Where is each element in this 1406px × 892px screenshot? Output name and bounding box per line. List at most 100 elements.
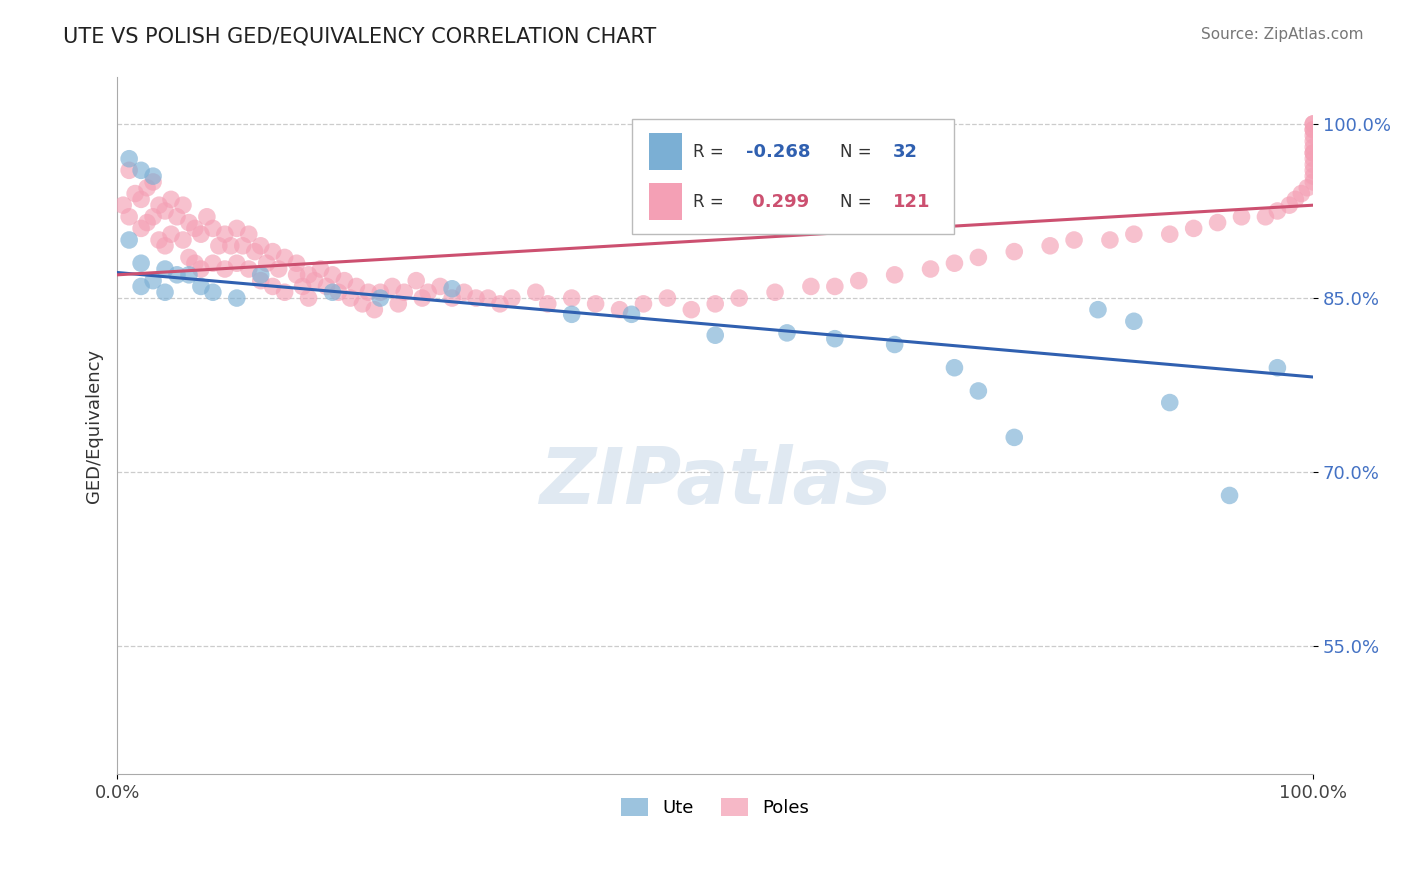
Text: 121: 121	[893, 193, 929, 211]
Point	[1039, 239, 1062, 253]
Point	[148, 198, 170, 212]
Point	[129, 221, 152, 235]
Point	[166, 268, 188, 282]
Point	[1302, 152, 1324, 166]
Point	[1206, 216, 1229, 230]
Point	[1002, 244, 1025, 259]
Point	[309, 262, 332, 277]
Point	[142, 274, 165, 288]
Point	[321, 268, 343, 282]
Point	[142, 210, 165, 224]
Point	[238, 262, 260, 277]
Point	[249, 268, 271, 282]
Point	[524, 285, 547, 300]
Point	[1267, 360, 1289, 375]
Legend: Ute, Poles: Ute, Poles	[614, 790, 817, 824]
Point	[214, 262, 236, 277]
Point	[967, 251, 990, 265]
Point	[489, 297, 512, 311]
Point	[225, 291, 247, 305]
Point	[214, 227, 236, 242]
Point	[394, 285, 416, 300]
Point	[1302, 122, 1324, 136]
Point	[315, 279, 337, 293]
Point	[112, 198, 135, 212]
Text: N =: N =	[839, 143, 876, 161]
Point	[585, 297, 607, 311]
Point	[238, 227, 260, 242]
Point	[142, 169, 165, 183]
Point	[232, 239, 254, 253]
Point	[411, 291, 433, 305]
Point	[1182, 221, 1205, 235]
Point	[142, 175, 165, 189]
Point	[129, 256, 152, 270]
Point	[177, 216, 200, 230]
Point	[184, 256, 207, 270]
Point	[352, 297, 374, 311]
Point	[225, 256, 247, 270]
Point	[453, 285, 475, 300]
Point	[681, 302, 703, 317]
Point	[477, 291, 499, 305]
Point	[1302, 134, 1324, 148]
Point	[763, 285, 786, 300]
Point	[657, 291, 679, 305]
Point	[201, 285, 224, 300]
Point	[304, 274, 326, 288]
Point	[249, 274, 271, 288]
Point	[1159, 227, 1181, 242]
FancyBboxPatch shape	[648, 183, 682, 220]
Point	[321, 285, 343, 300]
Point	[201, 221, 224, 235]
Point	[339, 291, 361, 305]
Point	[201, 256, 224, 270]
Point	[190, 262, 212, 277]
Text: ZIPatlas: ZIPatlas	[538, 443, 891, 519]
Text: -0.268: -0.268	[747, 143, 811, 161]
Point	[943, 360, 966, 375]
Point	[1122, 314, 1144, 328]
Point	[1302, 169, 1324, 183]
Point	[249, 239, 271, 253]
Text: 32: 32	[893, 143, 918, 161]
Point	[208, 239, 231, 253]
Point	[1302, 163, 1324, 178]
Text: Source: ZipAtlas.com: Source: ZipAtlas.com	[1201, 27, 1364, 42]
Point	[381, 279, 404, 293]
Point	[1278, 198, 1301, 212]
Point	[429, 279, 451, 293]
Point	[1002, 430, 1025, 444]
Point	[561, 307, 583, 321]
Point	[704, 297, 727, 311]
Point	[219, 239, 242, 253]
Point	[501, 291, 523, 305]
Point	[1302, 140, 1324, 154]
Point	[405, 274, 427, 288]
Point	[920, 262, 942, 277]
Point	[370, 285, 392, 300]
Text: N =: N =	[839, 193, 876, 211]
Point	[1302, 122, 1324, 136]
Point	[177, 251, 200, 265]
Point	[824, 279, 846, 293]
Point	[824, 332, 846, 346]
Point	[129, 279, 152, 293]
Point	[776, 326, 799, 340]
Point	[363, 302, 385, 317]
Point	[883, 337, 905, 351]
Text: R =: R =	[693, 143, 730, 161]
Point	[273, 251, 295, 265]
Point	[357, 285, 380, 300]
Point	[256, 256, 278, 270]
Point	[1302, 128, 1324, 143]
Point	[609, 302, 631, 317]
Point	[118, 163, 141, 178]
Point	[285, 268, 308, 282]
Point	[537, 297, 560, 311]
Point	[291, 279, 314, 293]
Point	[262, 279, 284, 293]
Point	[1302, 175, 1324, 189]
Text: UTE VS POLISH GED/EQUIVALENCY CORRELATION CHART: UTE VS POLISH GED/EQUIVALENCY CORRELATIO…	[63, 27, 657, 46]
FancyBboxPatch shape	[631, 120, 955, 235]
